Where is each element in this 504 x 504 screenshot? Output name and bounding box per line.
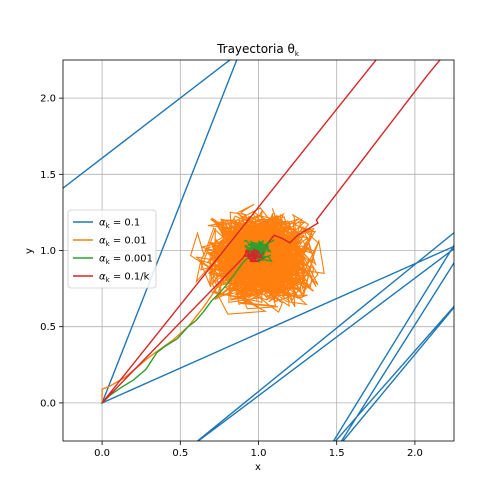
y-tick-label: 0.0 bbox=[40, 398, 56, 409]
x-tick-label: 0.5 bbox=[172, 448, 188, 459]
x-tick-label: 0.0 bbox=[94, 448, 110, 459]
y-axis-label: y bbox=[24, 248, 35, 254]
y-tick-label: 0.5 bbox=[40, 322, 56, 333]
legend-entry: αk = 0.1 bbox=[99, 218, 140, 231]
x-tick-label: 1.5 bbox=[329, 448, 345, 459]
x-tick-label: 2.0 bbox=[407, 448, 423, 459]
y-tick-label: 1.5 bbox=[40, 170, 56, 181]
y-tick-label: 2.0 bbox=[40, 94, 56, 105]
y-tick-label: 1.0 bbox=[40, 246, 56, 257]
chart-title: Trayectoria θk bbox=[216, 42, 300, 58]
x-tick-label: 1.0 bbox=[251, 448, 267, 459]
x-axis-label: x bbox=[255, 462, 261, 473]
